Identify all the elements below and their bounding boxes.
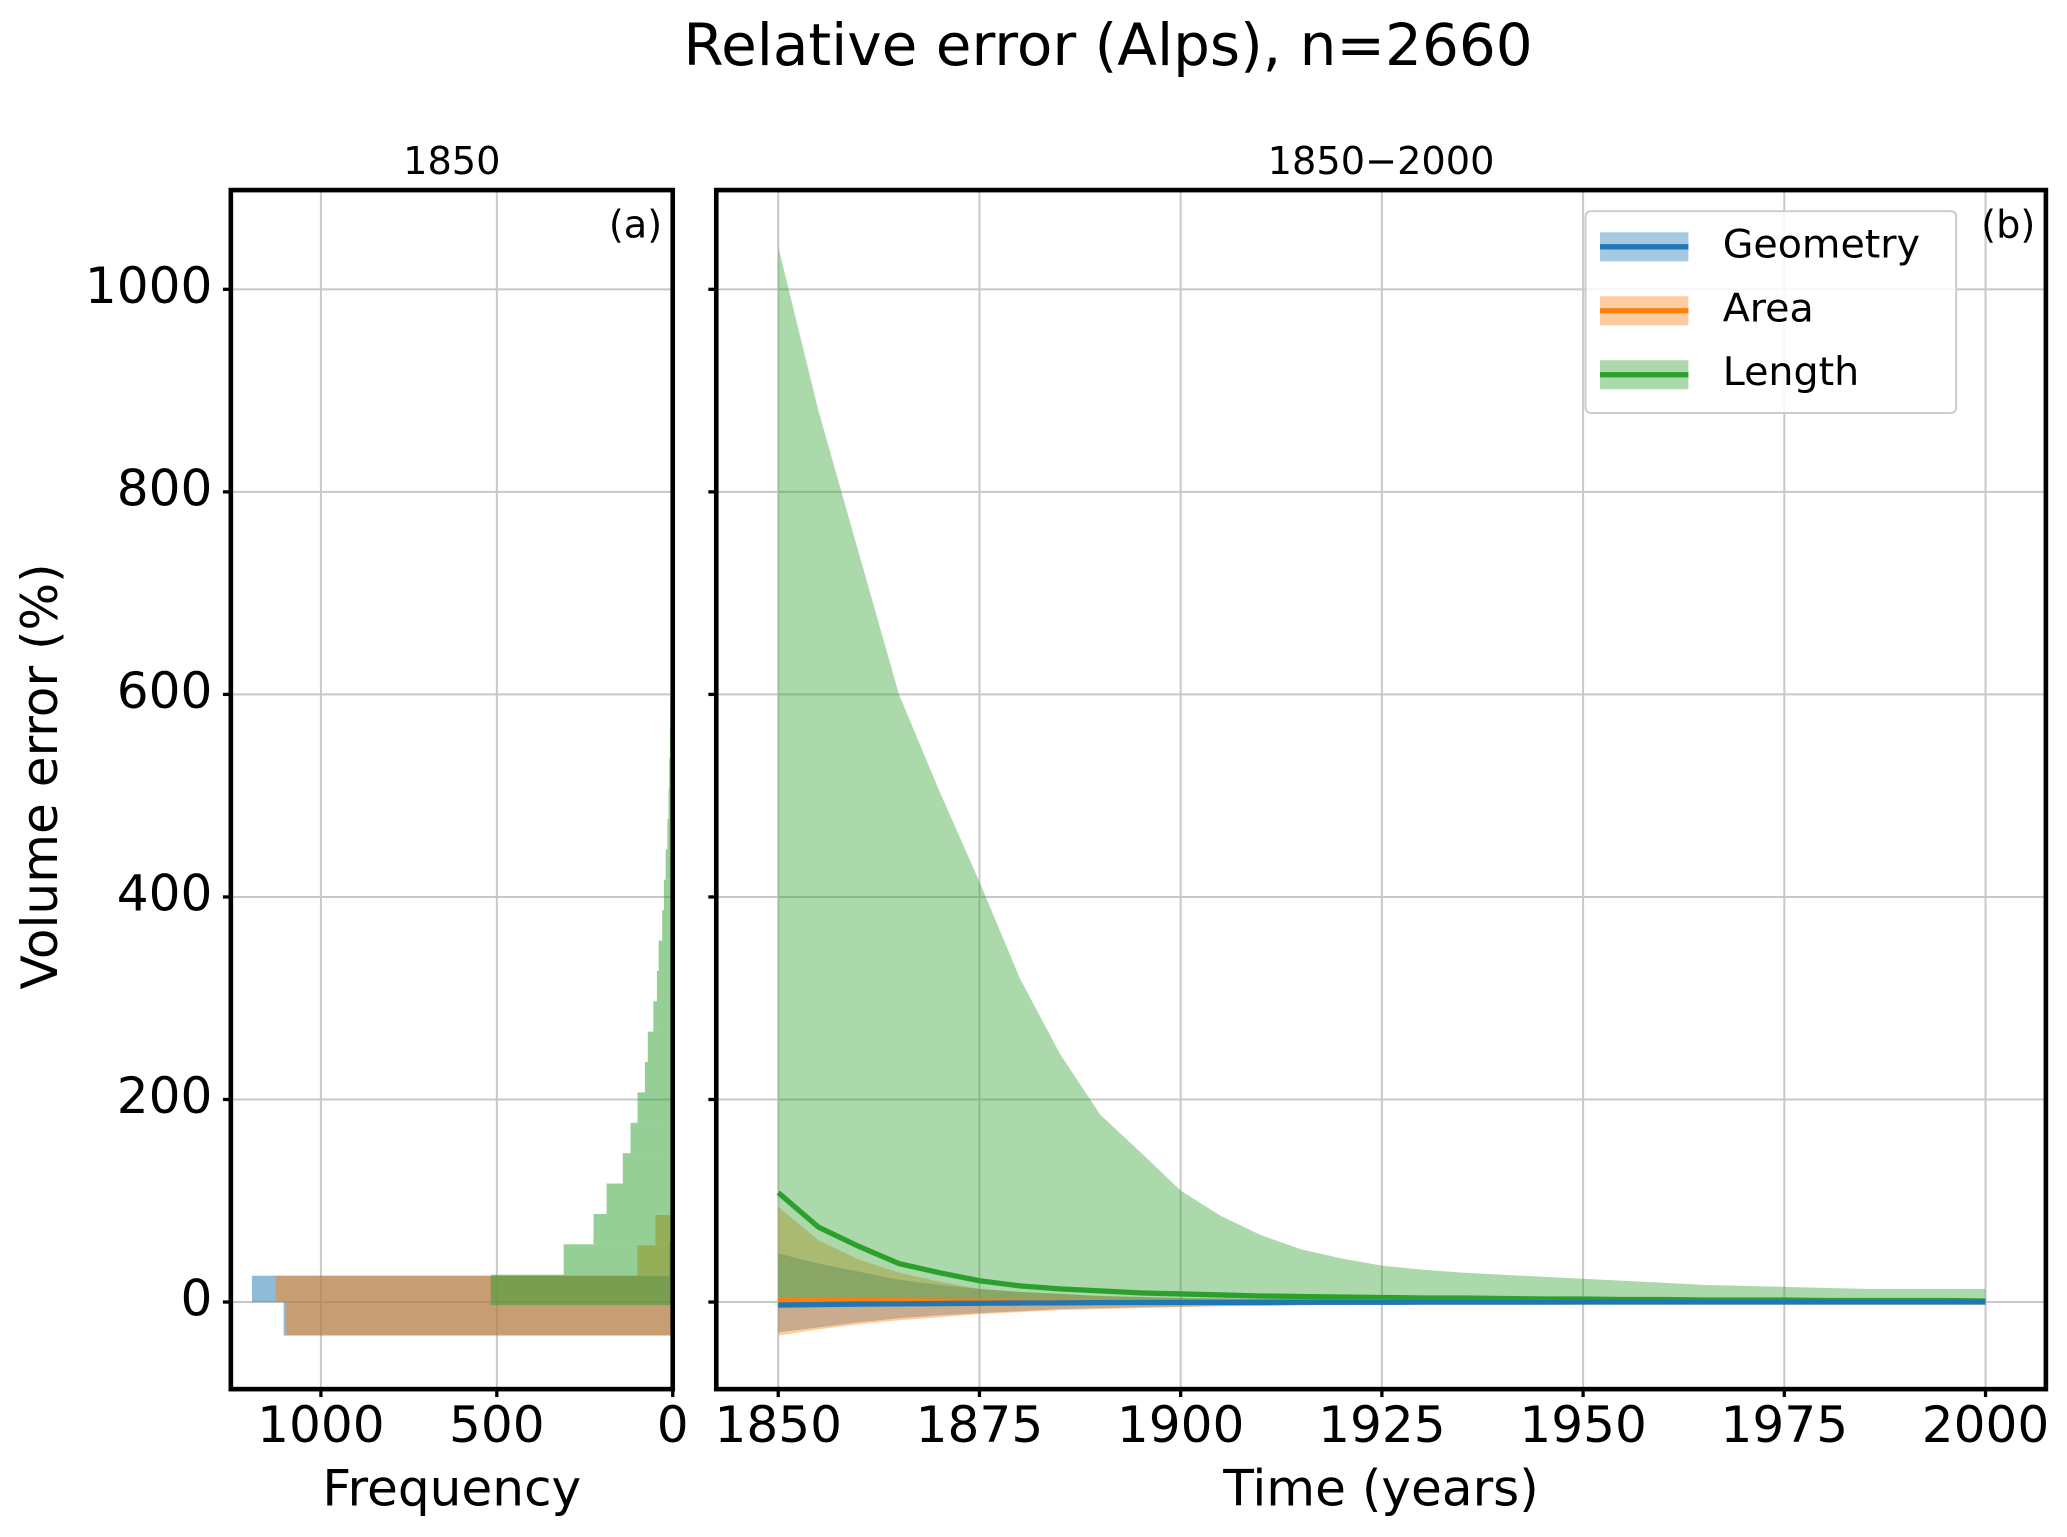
x-tick-label: 1875 [916,1395,1044,1454]
histogram-bar [622,1153,673,1184]
histogram-bar [658,940,673,971]
histogram-bar [606,1183,673,1214]
histogram-bar [286,1302,673,1336]
y-tick-label: 200 [117,1066,213,1125]
x-tick-label: 1850 [714,1395,842,1454]
panel-label: (b) [1981,203,2035,248]
x-axis-label: Time (years) [1222,1459,1539,1518]
x-tick-label: 0 [657,1395,689,1454]
histogram-bar [637,1092,673,1123]
subplot-title: 1850−2000 [1268,139,1495,184]
histogram-bar [563,1244,673,1275]
axes-frame [713,187,2049,1392]
histogram-bar [653,1001,673,1032]
x-tick-label: 1900 [1117,1395,1245,1454]
histogram-bar [667,818,673,850]
panel-label: (a) [609,203,662,248]
y-tick-label: 0 [180,1269,212,1328]
histogram-bar [656,970,673,1002]
histogram-bar [644,1062,673,1093]
x-axis-label: Frequency [322,1459,581,1518]
histogram-bar [593,1213,673,1245]
legend-label: Geometry [1723,221,1920,267]
subplot-title: 1850 [403,139,500,184]
x-tick-label: 1925 [1318,1395,1446,1454]
mean-line [778,1299,1986,1308]
legend-label: Area [1723,285,1814,331]
plot-area [716,190,2046,1390]
x-tick-label: 1950 [1519,1395,1647,1454]
histogram-bar [663,879,673,911]
x-tick-label: 500 [449,1395,545,1454]
y-tick-label: 1000 [85,256,213,315]
legend-box [1584,210,1958,414]
histogram-bar [490,1274,673,1306]
y-tick-label: 400 [117,863,213,922]
y-axis-label: Volume error (%) [10,563,69,989]
histogram-bar [662,910,673,941]
error-band [778,1253,1986,1333]
error-band [778,246,1986,1308]
x-tick-label: 1975 [1721,1395,1849,1454]
x-tick-label: 1000 [257,1395,385,1454]
plot-area [230,190,673,1390]
y-tick-label: 800 [117,458,213,517]
x-tick-label: 2000 [1922,1395,2050,1454]
axes-frame [228,187,676,1392]
histogram-bar [665,849,673,880]
figure-title: Relative error (Alps), n=2660 [683,11,1532,79]
histogram-bar [647,1031,673,1063]
legend-label: Length [1723,349,1859,395]
histogram-bar [630,1122,673,1154]
y-tick-label: 600 [117,661,213,720]
